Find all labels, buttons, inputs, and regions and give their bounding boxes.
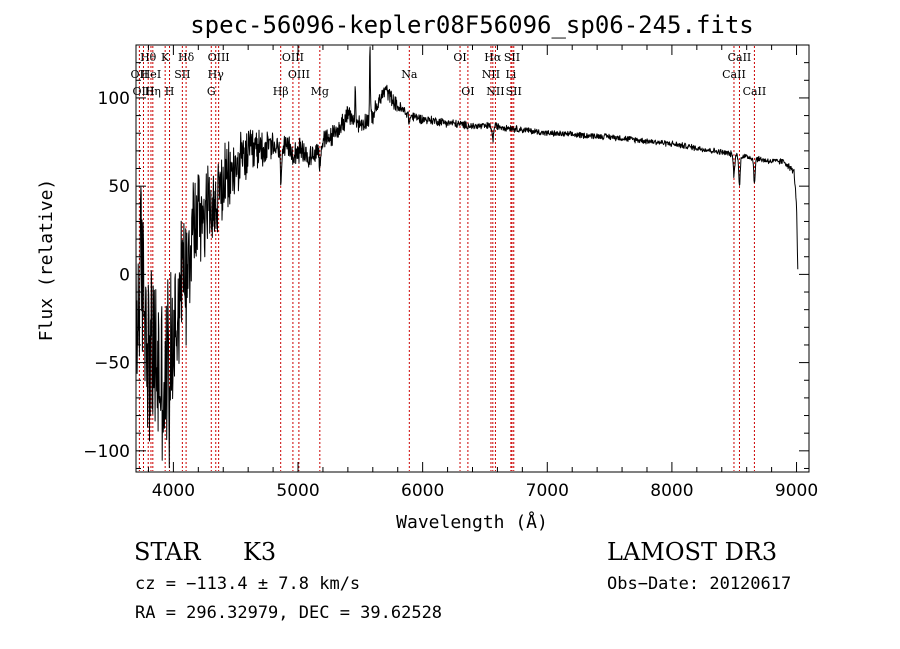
chart-title: spec-56096-kepler08F56096_sp06-245.fits	[190, 11, 754, 39]
line-marker-label: OII	[131, 68, 149, 81]
spectrum	[135, 46, 799, 469]
line-marker-label: SII	[506, 85, 522, 98]
line-markers	[138, 46, 755, 471]
survey-name: LAMOST DR3	[607, 538, 778, 566]
x-tick-label: 9000	[775, 481, 818, 501]
line-marker-label: CaII	[743, 85, 767, 98]
line-marker-label: CaII	[728, 51, 752, 64]
line-marker-label: Hθ	[140, 51, 157, 64]
x-tick-label: 4000	[152, 481, 195, 501]
line-marker-label: Hδ	[178, 51, 195, 64]
line-marker-label: Hη	[145, 85, 161, 98]
object-class: STAR	[134, 538, 201, 566]
x-tick-label: 7000	[526, 481, 569, 501]
line-marker-label: Mg	[311, 85, 329, 98]
x-tick-label: 5000	[276, 481, 319, 501]
line-marker-label: OIII	[282, 51, 304, 64]
x-axis-label: Wavelength (Å)	[396, 511, 548, 533]
y-tick-label: 100	[98, 89, 130, 109]
line-marker-label: G	[207, 85, 216, 98]
plot-frame	[135, 44, 810, 473]
line-marker-label: Li	[505, 68, 516, 81]
line-marker-label: OIII	[132, 85, 154, 98]
y-axis-label: Flux (relative)	[36, 179, 57, 342]
line-marker-label: OIII	[208, 51, 230, 64]
line-marker-label: Hγ	[208, 68, 225, 81]
y-tick-label: −50	[94, 354, 130, 374]
line-marker-labels: Hθ OII OIII HeI Hη K SII H Hδ OIII Hγ G OIII OIII Hβ Mg…	[131, 51, 767, 98]
line-marker-label: CaII	[722, 68, 746, 81]
x-tick-label: 8000	[650, 481, 693, 501]
line-marker-label: OI	[461, 85, 474, 98]
line-marker-label: Hα	[484, 51, 502, 64]
x-tick-label: 6000	[401, 481, 444, 501]
line-marker-label: HeI	[141, 68, 161, 81]
y-tick-label: 50	[108, 177, 130, 197]
line-marker-label: K	[161, 51, 170, 64]
line-marker-label: NII	[486, 85, 504, 98]
line-marker-label: Hβ	[273, 85, 289, 98]
object-subclass: K3	[243, 538, 277, 566]
line-marker-label: Na	[401, 68, 418, 81]
line-marker-label: SII	[504, 51, 520, 64]
axis-ticks	[136, 45, 809, 472]
line-marker-label: SII	[174, 68, 190, 81]
y-tick-label: −100	[83, 442, 130, 462]
axis-tick-labels: 4000 5000 6000 7000 8000 9000 −100 −50 0 50 100	[83, 89, 818, 501]
line-marker-label: NII	[482, 68, 500, 81]
line-marker-label: OIII	[288, 68, 310, 81]
line-marker-label: H	[165, 85, 175, 98]
y-tick-label: 0	[119, 265, 130, 285]
spectrum-line	[135, 46, 799, 469]
observation-date: Obs−Date: 20120617	[607, 574, 792, 594]
redshift-velocity: cz = −113.4 ± 7.8 km/s	[135, 574, 361, 594]
line-marker-label: OI	[453, 51, 466, 64]
ra-dec-coordinates: RA = 296.32979, DEC = 39.62528	[135, 603, 443, 623]
